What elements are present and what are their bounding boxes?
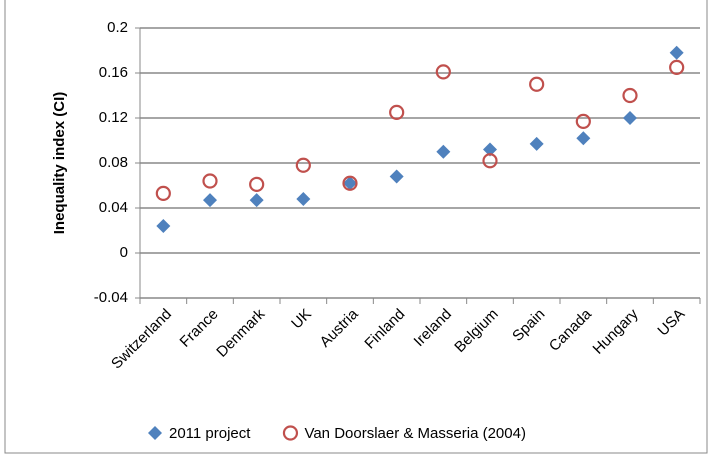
point bbox=[343, 176, 357, 191]
legend-label: Van Doorslaer & Masseria (2004) bbox=[304, 425, 525, 442]
point bbox=[249, 193, 264, 208]
point bbox=[575, 113, 591, 129]
point bbox=[576, 131, 591, 146]
point bbox=[156, 219, 171, 233]
y-tick-label: 0.04 bbox=[99, 199, 128, 216]
point bbox=[282, 425, 299, 441]
chart-frame bbox=[4, 0, 708, 454]
point bbox=[435, 64, 451, 80]
point bbox=[436, 144, 451, 159]
point bbox=[342, 175, 358, 191]
point bbox=[249, 176, 265, 192]
y-tick-label: 0 bbox=[120, 244, 128, 261]
point bbox=[669, 59, 685, 75]
point bbox=[623, 111, 637, 125]
point bbox=[202, 173, 218, 189]
legend: 2011 project Van Doorslaer & Masseria (20… bbox=[148, 425, 526, 442]
point bbox=[155, 185, 171, 201]
y-tick-label: 0.16 bbox=[99, 64, 128, 81]
point bbox=[483, 142, 497, 157]
point bbox=[296, 192, 311, 206]
point bbox=[482, 153, 498, 169]
legend-label: 2011 project bbox=[169, 425, 251, 442]
y-tick-label: 0.2 bbox=[107, 19, 128, 36]
point bbox=[622, 87, 638, 104]
point bbox=[389, 169, 404, 184]
y-axis-label: Inequality index (CI) bbox=[51, 92, 68, 235]
y-tick-label: 0.08 bbox=[99, 154, 128, 171]
point bbox=[529, 76, 545, 92]
y-tick-label: -0.04 bbox=[94, 289, 128, 306]
point bbox=[389, 104, 405, 120]
point bbox=[295, 157, 311, 173]
point bbox=[203, 193, 217, 208]
point bbox=[669, 45, 684, 60]
y-tick-label: 0.12 bbox=[99, 109, 128, 126]
point bbox=[148, 426, 162, 440]
point bbox=[529, 136, 544, 151]
